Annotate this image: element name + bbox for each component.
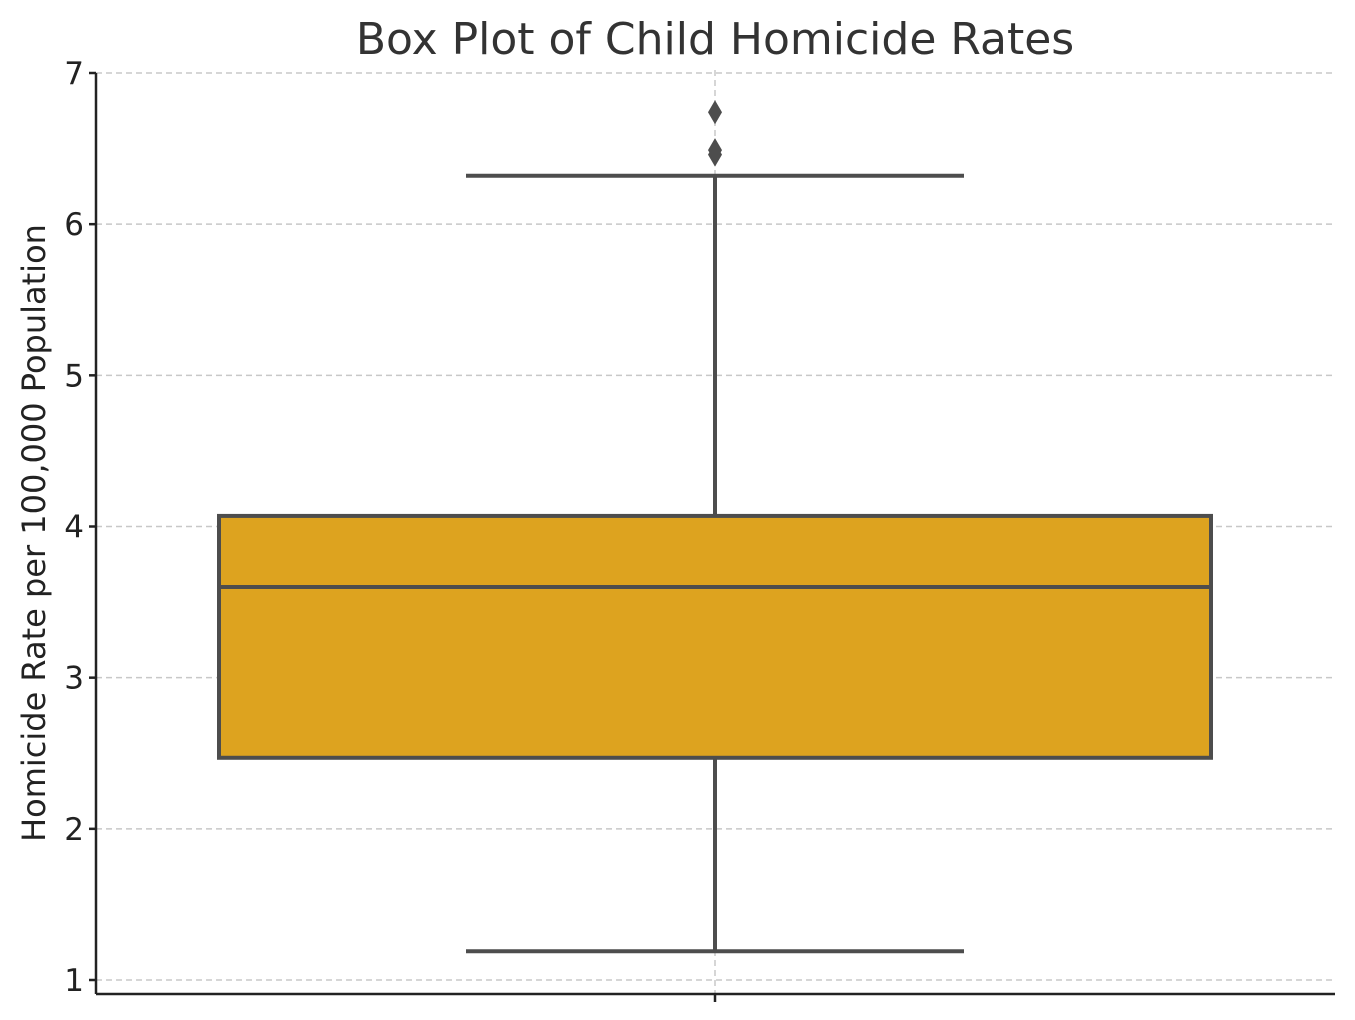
y-axis-label: Homicide Rate per 100,000 Population bbox=[15, 224, 53, 842]
y-tick-label-6: 6 bbox=[64, 207, 84, 243]
outlier-point-3 bbox=[708, 142, 722, 167]
y-tick-label-2: 2 bbox=[64, 812, 84, 848]
y-tick-label-5: 5 bbox=[64, 358, 84, 394]
outlier-point-1 bbox=[708, 100, 722, 125]
y-tick-label-3: 3 bbox=[64, 661, 84, 697]
axis-layer: 1 2 3 4 5 6 7 bbox=[64, 56, 1335, 1002]
box-layer bbox=[217, 100, 1213, 954]
iqr-box bbox=[217, 513, 1213, 760]
y-tick-label-4: 4 bbox=[64, 510, 84, 546]
y-tick-label-7: 7 bbox=[64, 56, 84, 92]
y-tick-label-1: 1 bbox=[64, 963, 84, 999]
chart-title: Box Plot of Child Homicide Rates bbox=[356, 14, 1074, 65]
